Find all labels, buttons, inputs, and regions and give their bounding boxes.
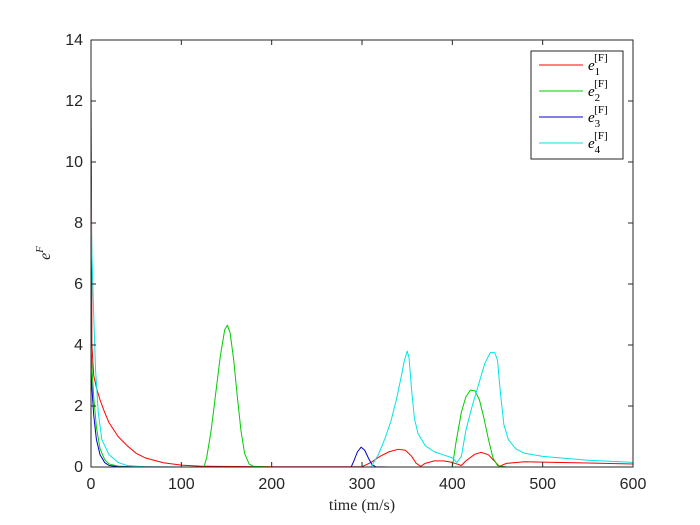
y-tick-label: 10 [65, 154, 83, 171]
legend-label-sup: [F] [594, 52, 607, 64]
svg-text:eF: eF [34, 246, 54, 260]
legend-label-sup: [F] [594, 78, 607, 90]
legend-label-base: e [588, 58, 595, 74]
series-line-1 [90, 79, 634, 468]
legend: e1[F]e2[F]e3[F]e4[F] [530, 50, 624, 160]
legend-label-base: e [588, 136, 595, 152]
x-axis-title: time (m/s) [329, 497, 395, 514]
legend-label-2: e2 [F] [588, 78, 608, 104]
y-axis-title-sup: F [34, 246, 46, 254]
x-tick-label: 100 [168, 476, 195, 493]
x-tick-label: 200 [258, 476, 285, 493]
legend-label-1: e1 [F] [588, 52, 608, 78]
y-tick-label: 0 [74, 459, 83, 476]
legend-label-sub: 1 [595, 66, 601, 78]
x-tick-label: 0 [87, 476, 96, 493]
legend-label-3: e3 [F] [588, 104, 608, 130]
series-line-4 [90, 177, 634, 468]
x-tick-label: 600 [620, 476, 647, 493]
legend-box [530, 50, 624, 160]
x-tick-label: 400 [439, 476, 466, 493]
series-line-2 [90, 324, 633, 468]
y-axis-title: eF [34, 246, 54, 260]
legend-label-4: e4 [F] [588, 130, 608, 156]
y-axis-title-base: e [37, 253, 54, 260]
y-tick-label: 2 [74, 398, 83, 415]
tick-layer [90, 39, 634, 468]
legend-label-sub: 2 [595, 92, 601, 104]
legend-label-sup: [F] [594, 104, 607, 116]
legend-label-sub: 4 [595, 144, 601, 156]
legend-label-base: e [588, 84, 595, 100]
y-tick-label: 4 [74, 337, 83, 354]
y-tick-label: 14 [65, 32, 83, 49]
legend-label-sub: 3 [595, 118, 601, 130]
legend-label-sup: [F] [594, 130, 607, 142]
y-tick-label: 8 [74, 215, 83, 232]
y-tick-label: 12 [65, 93, 83, 110]
x-tick-label: 500 [529, 476, 556, 493]
x-tick-label: 300 [349, 476, 376, 493]
y-tick-label: 6 [74, 276, 83, 293]
legend-label-base: e [588, 110, 595, 126]
